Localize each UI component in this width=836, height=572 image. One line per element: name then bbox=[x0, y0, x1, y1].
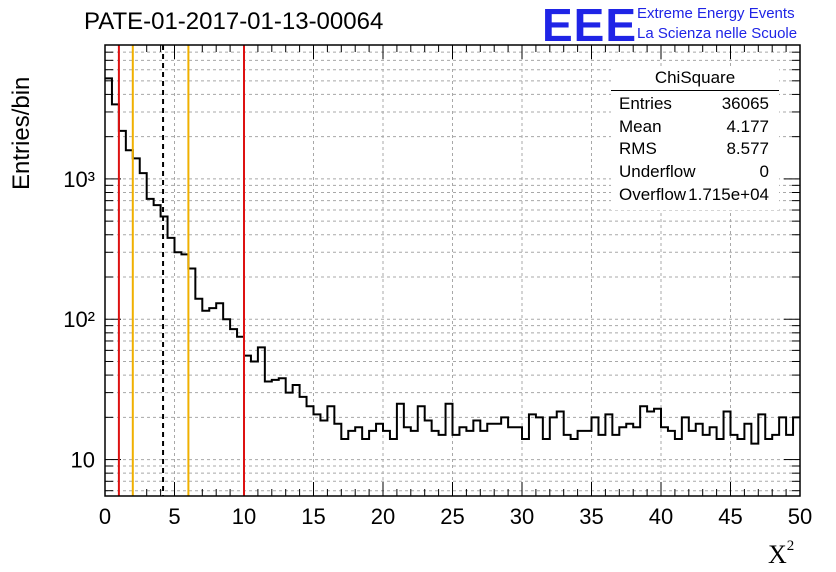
x-tick-label: 5 bbox=[168, 504, 180, 529]
y-axis-label: Entries/bin bbox=[8, 76, 35, 190]
x-tick-label: 10 bbox=[232, 504, 256, 529]
x-tick-label: 20 bbox=[371, 504, 395, 529]
x-tick-label: 0 bbox=[99, 504, 111, 529]
stat-key: Overflow bbox=[619, 185, 687, 204]
y-tick-label: 10 bbox=[71, 448, 95, 473]
x-axis-label: X2 bbox=[768, 538, 795, 569]
stats-title: ChiSquare bbox=[654, 68, 736, 87]
stats-divider bbox=[611, 90, 779, 91]
x-tick-label: 25 bbox=[440, 504, 464, 529]
x-tick-label: 50 bbox=[788, 504, 812, 529]
y-tick-label: 10² bbox=[63, 307, 95, 332]
plot-frame bbox=[104, 44, 801, 497]
stat-key: Mean bbox=[619, 117, 662, 136]
chart-title: PATE-01-2017-01-13-00064 bbox=[84, 8, 384, 35]
stat-value: 4.177 bbox=[726, 117, 769, 136]
stat-key: Entries bbox=[619, 94, 672, 113]
logo-line-1: Extreme Energy Events bbox=[637, 5, 795, 22]
x-tick-label: 35 bbox=[579, 504, 603, 529]
x-tick-label: 15 bbox=[301, 504, 325, 529]
x-tick-label: 45 bbox=[718, 504, 742, 529]
eee-logo: EEE Extreme Energy Events La Scienza nel… bbox=[542, 0, 832, 51]
stat-value: 36065 bbox=[721, 94, 769, 113]
x-tick-label: 40 bbox=[649, 504, 673, 529]
stat-value: 8.577 bbox=[726, 139, 769, 158]
stat-key: RMS bbox=[619, 139, 657, 158]
stat-key: Underflow bbox=[619, 162, 696, 181]
y-tick-label: 10³ bbox=[63, 167, 95, 192]
stats-box: ChiSquare Entries 36065 Mean 4.177 RMS 8… bbox=[611, 66, 779, 210]
logo-line-2: La Scienza nelle Scuole bbox=[637, 25, 798, 42]
stat-value: 1.715e+04 bbox=[688, 185, 769, 204]
histogram-line bbox=[105, 77, 800, 445]
stat-value: 0 bbox=[759, 162, 769, 181]
x-tick-label: 30 bbox=[510, 504, 534, 529]
logo-mark: EEE bbox=[542, 0, 638, 51]
